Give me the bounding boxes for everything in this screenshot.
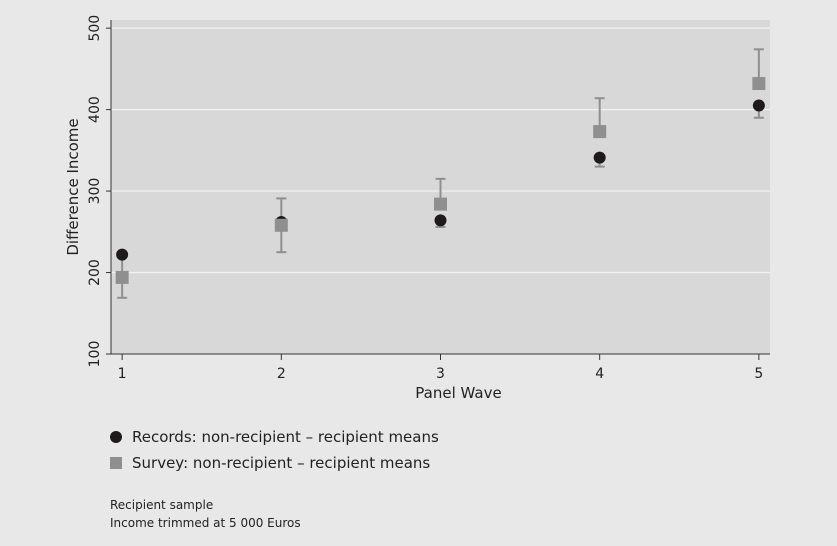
survey-point (593, 125, 607, 139)
legend-label-survey: Survey: non-recipient – recipient means (132, 454, 431, 472)
note-sample: Recipient sample (110, 498, 214, 512)
x-tick-label: 2 (277, 366, 286, 382)
y-tick-label: 500 (87, 15, 103, 42)
legend: Records: non-recipient – recipient means… (110, 424, 439, 476)
y-axis-title: Difference Income (64, 118, 82, 255)
y-tick-label: 100 (87, 341, 103, 368)
survey-point (115, 270, 129, 284)
x-axis-title: Panel Wave (415, 384, 501, 402)
circle-marker-icon (110, 431, 122, 443)
x-tick-label: 5 (754, 366, 763, 382)
legend-item-records: Records: non-recipient – recipient means (110, 424, 439, 450)
records-point (116, 248, 129, 261)
survey-point (752, 77, 766, 91)
square-marker-icon (110, 457, 122, 469)
records-point (752, 99, 765, 112)
x-tick-label: 4 (595, 366, 604, 382)
records-point (434, 214, 447, 227)
y-tick-label: 200 (87, 259, 103, 286)
legend-item-survey: Survey: non-recipient – recipient means (110, 450, 439, 476)
x-tick-label: 1 (118, 366, 127, 382)
survey-point (434, 197, 447, 211)
chart-notes: Recipient sample Income trimmed at 5 000… (110, 496, 301, 532)
y-tick-label: 400 (87, 96, 103, 123)
records-point (593, 151, 606, 164)
x-tick-label: 3 (436, 366, 445, 382)
y-tick-label: 300 (87, 178, 103, 205)
legend-label-records: Records: non-recipient – recipient means (132, 428, 439, 446)
note-trim: Income trimmed at 5 000 Euros (110, 516, 301, 530)
survey-point (274, 218, 288, 232)
